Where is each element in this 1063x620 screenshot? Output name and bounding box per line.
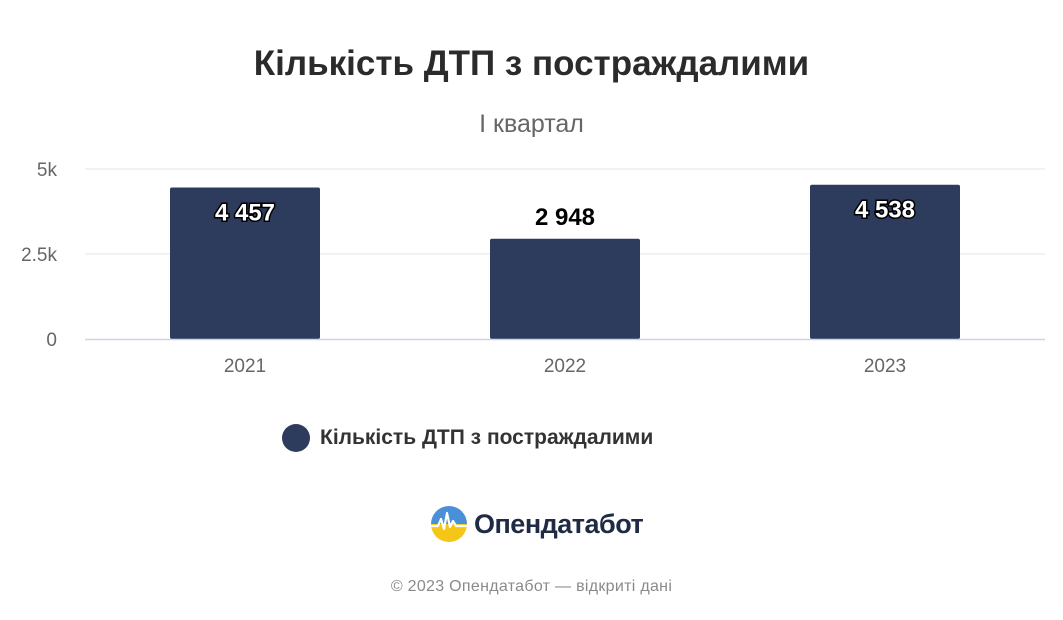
- x-tick-label: 2022: [544, 356, 586, 377]
- y-tick-label: 0: [46, 330, 57, 351]
- x-tick-label: 2023: [864, 356, 906, 377]
- legend-marker: [282, 424, 310, 452]
- data-label: 2 948: [535, 204, 595, 231]
- y-tick-label: 2.5k: [21, 245, 57, 266]
- bar: [170, 187, 320, 339]
- credits[interactable]: © 2023 Опендатабот — відкриті дані: [390, 578, 673, 595]
- bar: [490, 238, 640, 339]
- bar-chart: 0 2.5k 5k 4 457 2021 2 948 2022 4 538 2023: [21, 160, 1045, 377]
- opendatabot-logo-icon: [431, 506, 467, 542]
- legend-item[interactable]: Кількість ДТП з постраждалими: [282, 424, 653, 452]
- x-tick-label: 2021: [224, 356, 266, 377]
- chart-title: Кількість ДТП з постраждалими: [253, 44, 810, 83]
- legend-label: Кількість ДТП з постраждалими: [320, 426, 654, 449]
- data-label: 4 538: [855, 197, 915, 224]
- logo-text: Опендатабот: [474, 508, 644, 539]
- bar: [810, 184, 960, 339]
- chart-subtitle: І квартал: [479, 110, 584, 138]
- brand-logo[interactable]: Опендатабот: [430, 505, 644, 543]
- data-label: 4 457: [215, 199, 275, 226]
- y-tick-label: 5k: [37, 160, 58, 181]
